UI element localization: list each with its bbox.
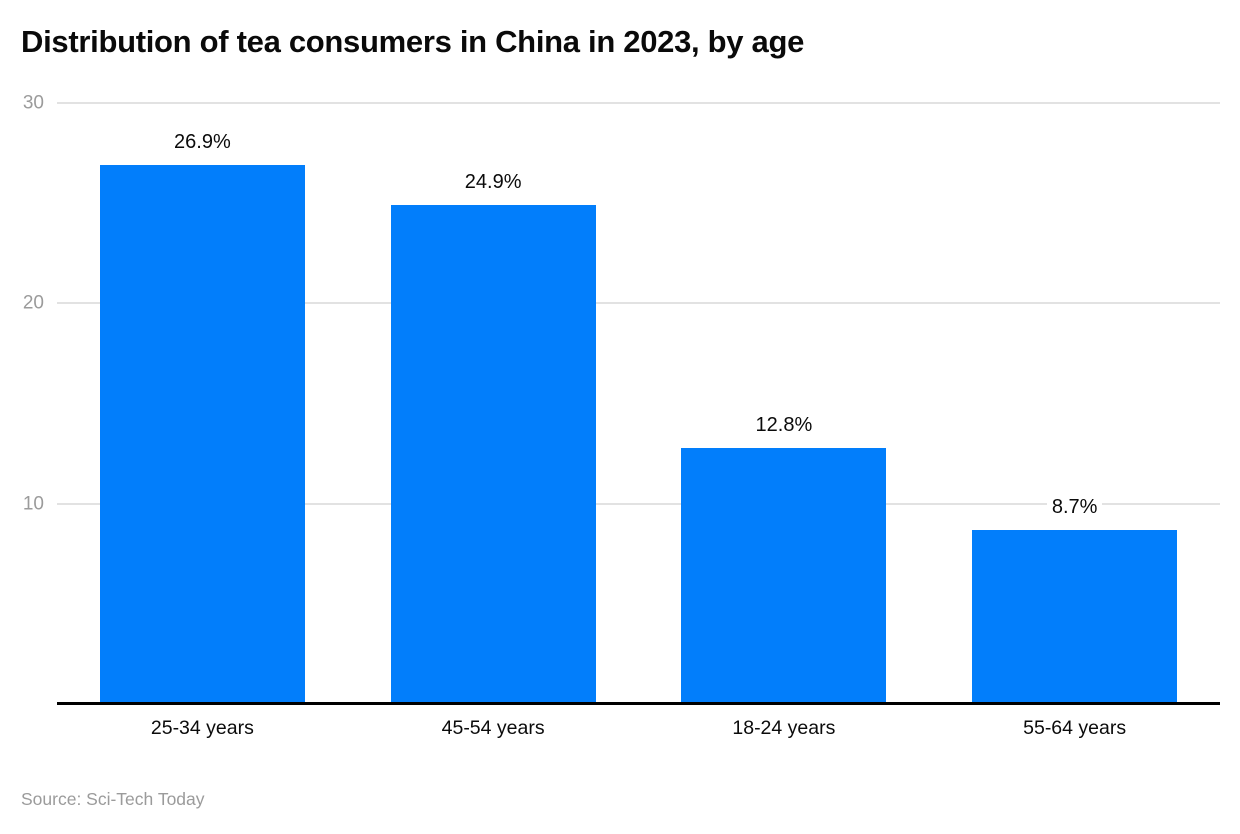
y-tick-label-30: 30 [22, 92, 44, 114]
bar [99, 165, 305, 704]
x-category-label: 25-34 years [150, 717, 254, 739]
bar-slot: 26.9% [57, 103, 348, 704]
x-category-label: 18-24 years [732, 717, 836, 739]
chart-title: Distribution of tea consumers in China i… [21, 24, 805, 59]
plot-area: 10 20 30 26.9% 24.9% 12.8% 8.7% 25-34 years 45… [23, 94, 1220, 739]
bar [390, 205, 596, 704]
bar-slot: 12.8% [639, 103, 930, 704]
x-category-label: 45-54 years [441, 717, 545, 739]
x-category-label: 55-64 years [1023, 717, 1127, 739]
bar-value-label: 12.8% [750, 412, 818, 438]
gridline-20 [57, 302, 1220, 305]
y-tick-label-20: 20 [22, 292, 44, 314]
bar-slot: 24.9% [348, 103, 639, 704]
x-axis-line [57, 702, 1220, 705]
y-axis-ticks: 10 20 30 [23, 94, 1220, 704]
bar-value-label: 8.7% [1046, 494, 1103, 520]
bar-slot: 8.7% [929, 103, 1220, 704]
bar [972, 529, 1178, 704]
y-tick-label-10: 10 [22, 493, 44, 515]
bar-value-label: 26.9% [169, 130, 236, 156]
source-note: Source: Sci-Tech Today [21, 789, 205, 809]
bar-series: 26.9% 24.9% 12.8% 8.7% [57, 103, 1220, 704]
bar [681, 447, 887, 704]
gridline-10 [57, 502, 1220, 505]
gridlines [57, 102, 1220, 704]
gridline-30 [57, 102, 1220, 104]
x-axis-category-labels: 25-34 years 45-54 years 18-24 years 55-64 y… [57, 704, 1220, 740]
bar-value-label: 24.9% [459, 170, 527, 196]
